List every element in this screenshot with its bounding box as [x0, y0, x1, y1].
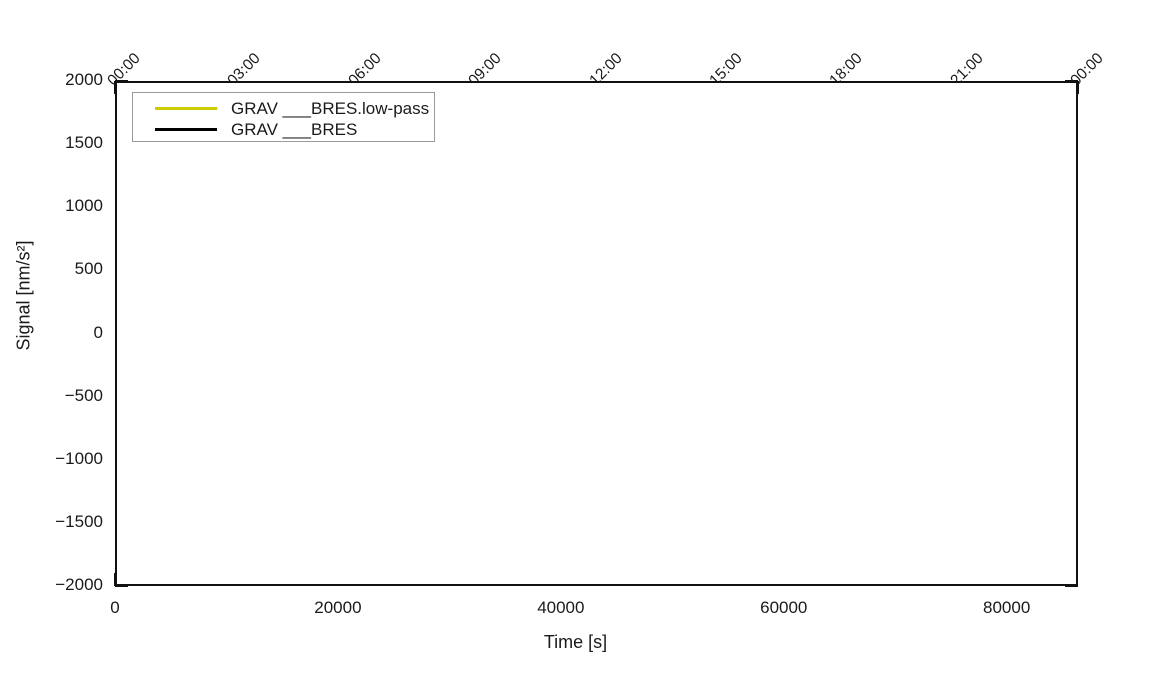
y-tick-label: −1500: [55, 511, 103, 531]
x-tick-label: 0: [110, 598, 120, 617]
y-tick-label: 500: [74, 259, 103, 279]
legend-label-raw: GRAV ___BRES: [231, 119, 358, 139]
legend: GRAV ___BRES.low-pass GRAV ___BRES: [132, 92, 435, 142]
tick-mark: [114, 573, 116, 586]
legend-swatch-raw-icon: [155, 128, 217, 131]
legend-item-lowpass: GRAV ___BRES.low-pass: [133, 98, 434, 119]
tick-mark: [114, 81, 116, 94]
x-tick-label: 20000: [314, 598, 362, 617]
x-tick-label: 80000: [983, 598, 1031, 617]
y-tick-label: −500: [64, 385, 103, 405]
legend-item-raw: GRAV ___BRES: [133, 119, 434, 140]
y-tick-label: −2000: [55, 575, 103, 594]
y-tick-label: 2000: [65, 70, 103, 89]
y-tick-label: −1000: [55, 448, 103, 468]
y-axis-label: Signal [nm/s²]: [13, 240, 34, 351]
y-tick-label: 1000: [65, 196, 103, 216]
tick-mark: [1065, 80, 1078, 82]
tick-mark: [115, 80, 128, 82]
x-axis-label: Time [s]: [543, 632, 608, 652]
plot-frame: [115, 81, 1078, 586]
y-tick-label: 0: [93, 322, 103, 342]
x-tick-label: 40000: [537, 598, 585, 617]
y-tick-label: 1500: [65, 133, 103, 153]
x-tick-label: 60000: [760, 598, 808, 617]
legend-swatch-lowpass-icon: [155, 107, 217, 110]
legend-label-lowpass: GRAV ___BRES.low-pass: [231, 98, 430, 118]
